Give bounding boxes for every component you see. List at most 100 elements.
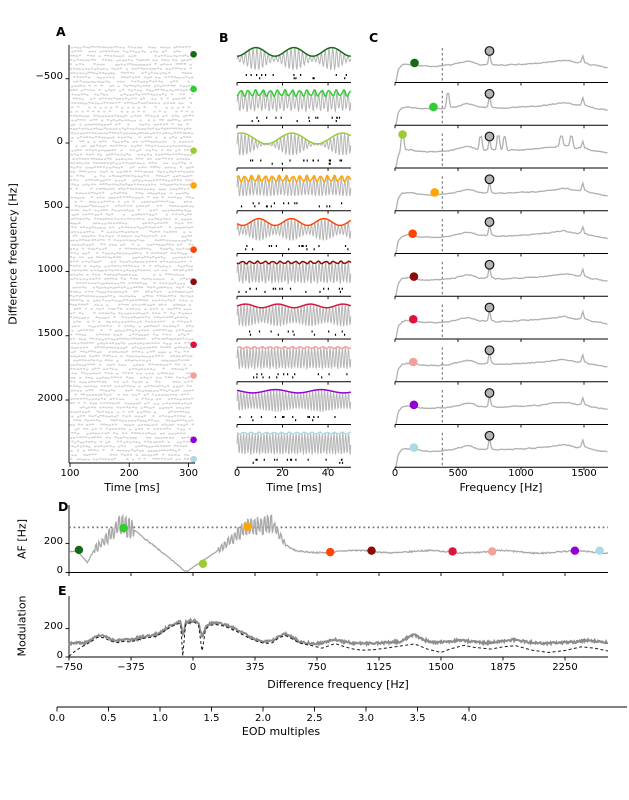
condition-dot	[595, 546, 604, 555]
beat-waveform-row	[236, 88, 352, 129]
af-peak-marker	[410, 58, 419, 68]
panel-a-axes	[65, 45, 195, 467]
power-spectrum	[394, 52, 608, 84]
condition-dot	[243, 522, 252, 531]
eod-peak-marker	[484, 217, 495, 227]
beat-envelope	[236, 345, 352, 350]
spectrum-row	[394, 259, 608, 300]
spike-dots	[249, 330, 346, 336]
spike-dots	[239, 416, 336, 422]
condition-marker	[190, 341, 197, 349]
condition-dot	[74, 545, 84, 555]
spectrum-row	[394, 388, 608, 428]
spike-dots	[240, 202, 343, 208]
beat-waveform-row	[236, 174, 352, 214]
af-peak-marker	[429, 102, 438, 112]
af-curve	[68, 513, 609, 573]
panel-e	[65, 596, 609, 661]
condition-dot	[367, 546, 376, 555]
power-spectrum	[394, 437, 608, 468]
beat-waveform-row	[236, 345, 352, 385]
beat-waveform-row	[236, 46, 352, 86]
eod-peak-marker	[484, 131, 495, 142]
spike-dots	[245, 74, 347, 80]
eod-peak-marker	[484, 430, 495, 441]
eod-peak-marker	[484, 388, 495, 398]
carrier-wave	[236, 89, 352, 114]
beat-waveform-row	[236, 431, 352, 471]
beat-envelope	[236, 46, 351, 57]
condition-marker	[190, 372, 197, 379]
af-peak-marker	[398, 130, 407, 139]
spectrum-row	[394, 302, 608, 342]
eod-multiples-axis	[56, 706, 627, 712]
power-spectrum	[394, 395, 608, 426]
panel-a-raster	[69, 45, 195, 461]
panel-a-condition-markers	[190, 51, 197, 463]
condition-dot	[448, 547, 457, 556]
condition-dot	[119, 523, 128, 533]
beat-envelope	[236, 132, 352, 145]
spike-dots	[245, 245, 349, 251]
beat-waveform-row	[236, 217, 352, 257]
condition-marker	[190, 51, 197, 58]
spike-dots	[251, 116, 341, 122]
modulation-gray-curve	[68, 617, 609, 648]
beat-envelope	[236, 260, 352, 265]
carrier-wave	[236, 219, 352, 241]
condition-marker	[190, 85, 197, 93]
beat-waveform-row	[236, 132, 352, 171]
af-peak-marker	[409, 400, 419, 410]
beat-envelope	[236, 388, 351, 394]
beat-waveform-row	[236, 260, 352, 300]
spectrum-row	[394, 88, 608, 129]
condition-dot	[488, 547, 497, 556]
power-spectrum	[394, 223, 608, 255]
af-peak-marker	[430, 188, 439, 197]
eod-peak-marker	[484, 259, 495, 270]
carrier-wave	[236, 304, 352, 328]
panel-d	[65, 505, 609, 576]
af-peak-marker	[409, 272, 419, 281]
condition-marker	[190, 182, 197, 189]
condition-marker	[190, 455, 197, 463]
spectrum-row	[394, 430, 608, 471]
spectrum-row	[394, 217, 608, 257]
condition-marker	[190, 246, 197, 253]
spectrum-row	[394, 46, 608, 86]
carrier-wave	[236, 260, 352, 285]
power-spectrum	[394, 266, 608, 297]
beat-envelope	[236, 88, 352, 98]
carrier-wave	[236, 389, 352, 413]
af-peak-marker	[408, 229, 417, 238]
carrier-wave	[236, 175, 352, 197]
power-spectrum	[394, 180, 608, 212]
power-spectrum	[394, 309, 608, 340]
carrier-wave	[236, 346, 352, 371]
panel-c-spectra	[394, 46, 608, 471]
spectrum-row	[394, 174, 608, 214]
condition-marker	[190, 436, 197, 444]
carrier-wave	[236, 432, 352, 456]
condition-dot	[570, 546, 580, 555]
carrier-wave	[236, 133, 352, 157]
eod-peak-marker	[484, 46, 495, 56]
panel-b-waveforms	[236, 46, 352, 471]
eod-peak-marker	[484, 174, 495, 185]
beat-envelope	[236, 431, 351, 435]
eod-peak-marker	[484, 302, 495, 313]
beat-waveform-row	[236, 303, 352, 342]
power-spectrum	[394, 92, 608, 126]
modulation-dashed-curve	[68, 621, 609, 657]
condition-marker	[190, 278, 197, 286]
af-peak-marker	[408, 314, 418, 324]
spectrum-row	[394, 345, 608, 385]
beat-envelope	[236, 174, 352, 184]
spike-dots	[238, 287, 343, 293]
af-peak-marker	[409, 443, 419, 452]
condition-dot	[198, 559, 208, 568]
eod-peak-marker	[484, 345, 495, 356]
spectrum-row	[394, 130, 608, 171]
eod-peak-marker	[484, 88, 495, 99]
spike-dots	[250, 159, 343, 165]
